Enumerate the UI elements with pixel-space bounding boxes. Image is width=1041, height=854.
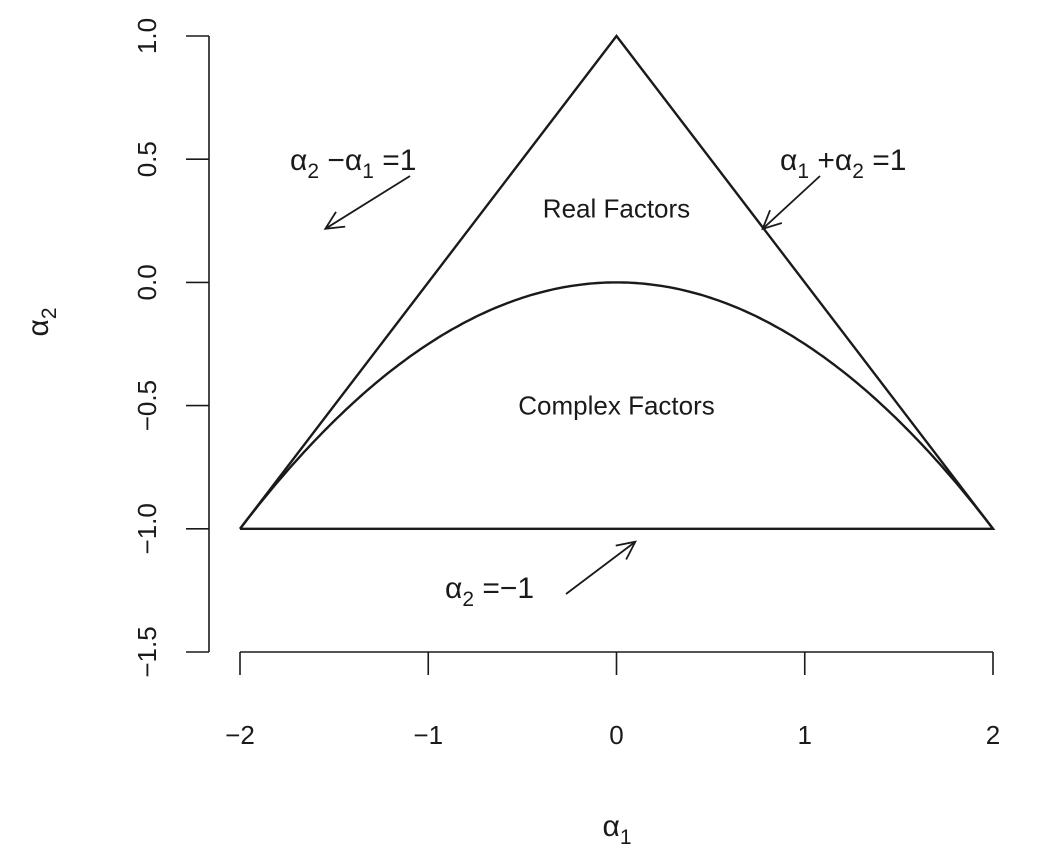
region-label-real: Real Factors [543, 193, 690, 223]
x-tick-label: 0 [609, 720, 623, 750]
arrow-head [323, 211, 346, 230]
x-tick-label: −2 [225, 720, 255, 750]
annotation-right-edge: α1 +α2 =1 [780, 144, 906, 183]
y-tick-label: −0.5 [132, 380, 162, 431]
axes: −2 −1 0 1 2 −1.5 −1.0 −0.5 0.0 0.5 1.0 [132, 18, 1000, 750]
arrow-shaft [762, 175, 821, 230]
y-axis-label: α2 [22, 307, 61, 336]
region-label-complex: Complex Factors [518, 391, 715, 421]
arrow-shaft [565, 541, 636, 595]
annotation-left-edge: α2 −α1 =1 [290, 144, 416, 183]
annotation-bottom-edge: α2 =−1 [445, 572, 534, 611]
y-tick-label: −1.0 [132, 503, 162, 554]
x-axis-label: α1 [602, 810, 631, 849]
arrow-head [761, 209, 783, 231]
y-tick-label: 0.5 [132, 141, 162, 177]
x-tick-label: 2 [986, 720, 1000, 750]
arrow-right-edge [761, 175, 821, 231]
annotations-layer: α2 −α1 =1 α1 +α2 =1 α2 =−1 Real Factors Comp… [290, 144, 906, 611]
x-tick-label: −1 [413, 720, 443, 750]
arrow-shaft [324, 175, 411, 230]
arrow-head [615, 540, 637, 560]
y-tick-label: 1.0 [132, 18, 162, 54]
parabola-boundary-line [239, 281, 994, 530]
arrow-bottom-edge [565, 540, 637, 595]
x-tick-label: 1 [798, 720, 812, 750]
y-tick-label: −1.5 [132, 626, 162, 677]
triangle-boundary-line [239, 34, 996, 530]
y-tick-label: 0.0 [132, 264, 162, 300]
arrow-left-edge [323, 175, 411, 230]
series-layer [239, 34, 996, 530]
